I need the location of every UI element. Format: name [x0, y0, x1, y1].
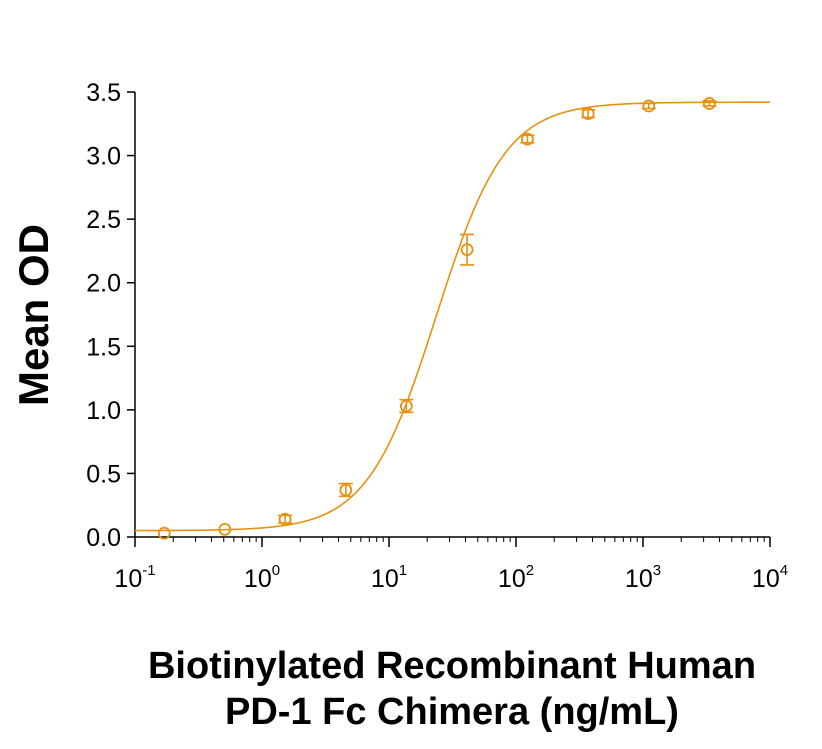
data-point — [703, 97, 716, 110]
x-axis-label-line-1: Biotinylated Recombinant Human — [148, 645, 756, 687]
x-tick-exponent: 4 — [780, 562, 788, 579]
data-point — [581, 107, 595, 121]
data-point — [339, 483, 353, 497]
y-tick-label: 2.5 — [86, 206, 121, 234]
x-tick-label: 102 — [498, 562, 534, 593]
data-point — [399, 399, 413, 413]
y-tick-label: 1.0 — [86, 397, 121, 425]
y-axis-label: Mean OD — [10, 224, 57, 406]
x-tick-base: 10 — [244, 565, 272, 593]
x-tick-base: 10 — [498, 565, 526, 593]
y-tick-label: 0.0 — [86, 524, 121, 552]
x-ticks: 10-1 100 101 102 103 104 — [114, 537, 788, 593]
data-point — [157, 526, 171, 540]
x-tick-label: 101 — [371, 562, 407, 593]
data-point — [460, 243, 474, 257]
x-tick-exponent: 0 — [272, 562, 280, 579]
fit-curve — [135, 101, 770, 532]
y-tick-label: 2.0 — [86, 270, 121, 298]
y-tick-label: 3.5 — [86, 79, 121, 107]
x-tick-exponent: 1 — [399, 562, 407, 579]
x-tick-base: 10 — [114, 565, 142, 593]
data-point — [521, 132, 534, 146]
x-tick-exponent: 3 — [653, 562, 661, 579]
x-tick-label: 100 — [244, 562, 280, 593]
y-tick-label: 1.5 — [86, 333, 121, 361]
axes — [134, 92, 770, 538]
x-tick-exponent: 2 — [526, 562, 534, 579]
y-ticks: 0.0 0.5 1.0 1.5 2.0 2.5 3.0 3.5 — [86, 79, 135, 552]
points-layer — [157, 97, 717, 540]
data-point — [642, 99, 656, 113]
x-tick-label: 103 — [625, 562, 661, 593]
x-tick-exponent: -1 — [142, 562, 155, 579]
x-tick-label: 10-1 — [114, 562, 155, 593]
data-point — [278, 512, 292, 526]
y-tick-label: 3.0 — [86, 143, 121, 171]
x-axis-label-line-2: PD-1 Fc Chimera (ng/mL) — [225, 691, 679, 733]
x-tick-base: 10 — [625, 565, 653, 593]
x-tick-base: 10 — [752, 565, 780, 593]
data-point — [218, 522, 232, 536]
x-tick-label: 104 — [752, 562, 788, 593]
x-tick-base: 10 — [371, 565, 399, 593]
y-tick-label: 0.5 — [86, 460, 121, 488]
fit-layer — [135, 101, 770, 532]
